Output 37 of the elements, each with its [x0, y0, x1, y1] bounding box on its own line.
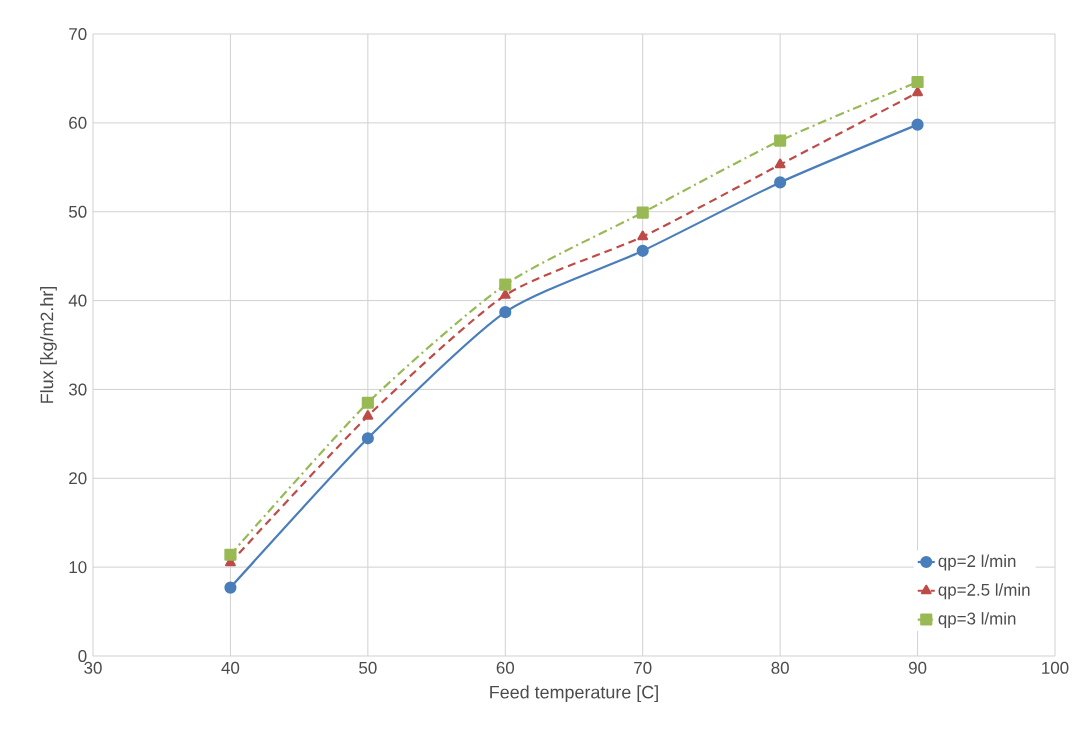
point — [637, 230, 649, 241]
x-tick-label: 40 — [221, 661, 240, 674]
x-tick-label: 70 — [634, 661, 652, 674]
point — [774, 134, 787, 147]
y-axis-title: Flux [kg/m2.hr] — [40, 287, 57, 403]
point — [361, 396, 374, 409]
x-tick-label: 30 — [84, 661, 102, 674]
point — [361, 432, 374, 445]
y-tick-label: 20 — [69, 472, 87, 485]
y-tick-label: 10 — [69, 561, 87, 574]
point — [911, 75, 924, 89]
x-tick-label: 80 — [771, 661, 789, 674]
y-tick-label: 60 — [69, 116, 87, 129]
point — [911, 118, 924, 131]
legend-label: qp=2 l/min — [938, 554, 1016, 571]
point — [224, 548, 237, 561]
y-tick-label: 50 — [68, 205, 87, 218]
y-tick-label: 0 — [78, 650, 87, 662]
point — [499, 306, 512, 319]
point — [774, 176, 787, 189]
y-tick-label: 40 — [68, 294, 87, 307]
point — [224, 581, 237, 594]
point — [636, 244, 649, 257]
legend-label: qp=2.5 l/min — [938, 583, 1030, 600]
point — [499, 289, 511, 299]
x-tick-label: 50 — [359, 661, 377, 674]
y-tick-label: 70 — [69, 28, 87, 40]
point — [362, 410, 374, 420]
point — [636, 206, 649, 219]
x-axis-title: Feed temperature [C] — [490, 685, 658, 703]
legend-label: qp=3 l/min — [938, 612, 1016, 628]
x-tick-label: 100 — [1042, 661, 1069, 674]
x-tick-label: 90 — [908, 661, 927, 674]
x-tick-label: 60 — [496, 661, 515, 674]
point — [774, 158, 786, 169]
point — [499, 278, 512, 291]
y-tick-label: 30 — [68, 383, 87, 396]
